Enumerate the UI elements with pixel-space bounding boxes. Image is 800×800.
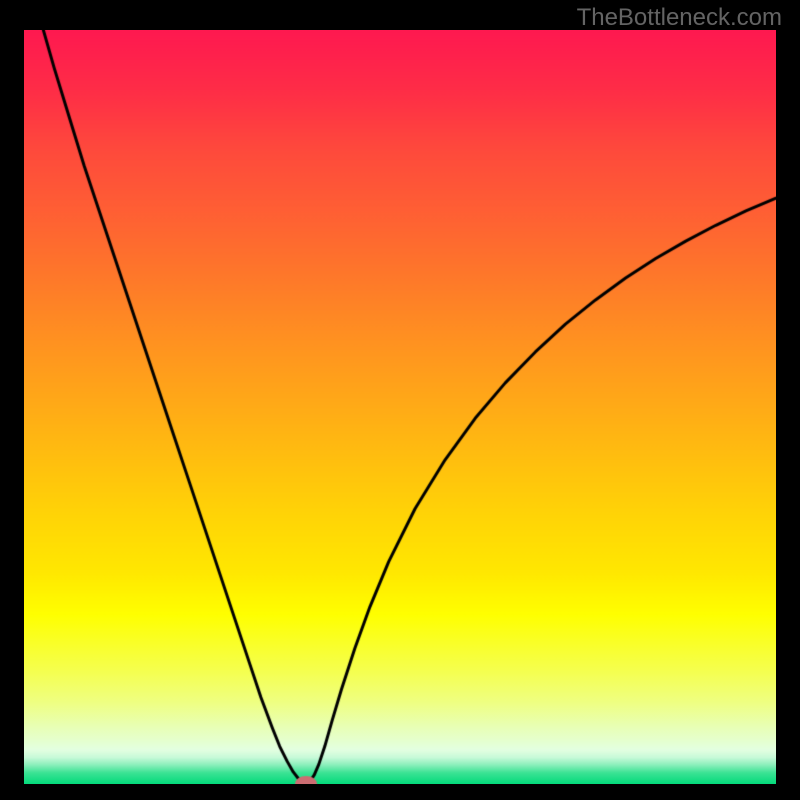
plot-frame	[24, 30, 776, 784]
bottleneck-chart-canvas	[24, 30, 776, 784]
watermark-text: TheBottleneck.com	[577, 4, 782, 32]
